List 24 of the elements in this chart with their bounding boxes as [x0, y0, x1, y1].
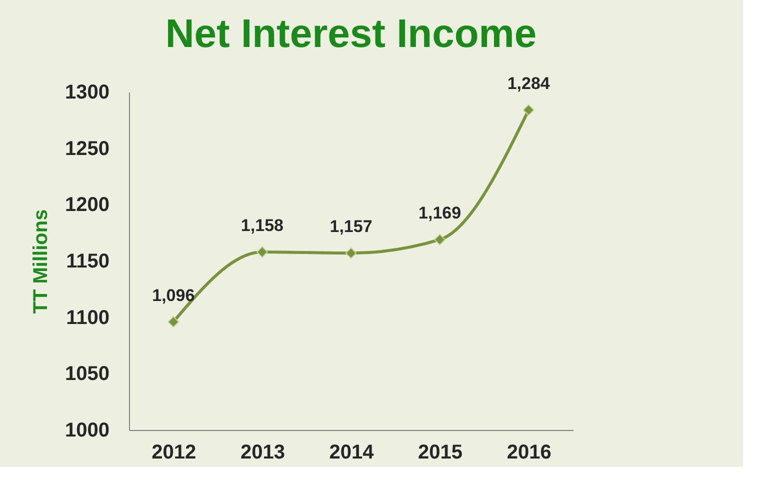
x-tick-label: 2014: [329, 442, 375, 464]
x-tick-label: 2015: [418, 442, 463, 464]
data-label: 1,157: [330, 217, 372, 236]
data-label: 1,158: [240, 216, 284, 235]
data-label: 1,284: [507, 74, 550, 94]
y-tick-label: 1250: [65, 138, 110, 160]
x-tick-label: 2016: [506, 442, 552, 464]
y-tick-label: 1200: [65, 194, 110, 216]
y-tick-label: 1150: [66, 250, 110, 272]
y-tick-label: 1300: [65, 82, 110, 104]
y-axis-title: TT Millions: [30, 209, 52, 314]
point: [168, 316, 180, 328]
point: [345, 247, 357, 259]
x-tick-label: 2012: [152, 442, 196, 464]
chart-title: Net Interest Income: [165, 12, 537, 56]
point: [256, 246, 268, 258]
y-tick-label: 1100: [66, 306, 110, 329]
data-label: 1,169: [418, 204, 462, 223]
point: [434, 234, 446, 246]
point: [522, 104, 534, 116]
y-tick-label: 1050: [65, 363, 110, 386]
x-tick-label: 2013: [240, 442, 285, 464]
y-tick-label: 1000: [65, 420, 110, 442]
data-label: 1,096: [152, 286, 195, 305]
